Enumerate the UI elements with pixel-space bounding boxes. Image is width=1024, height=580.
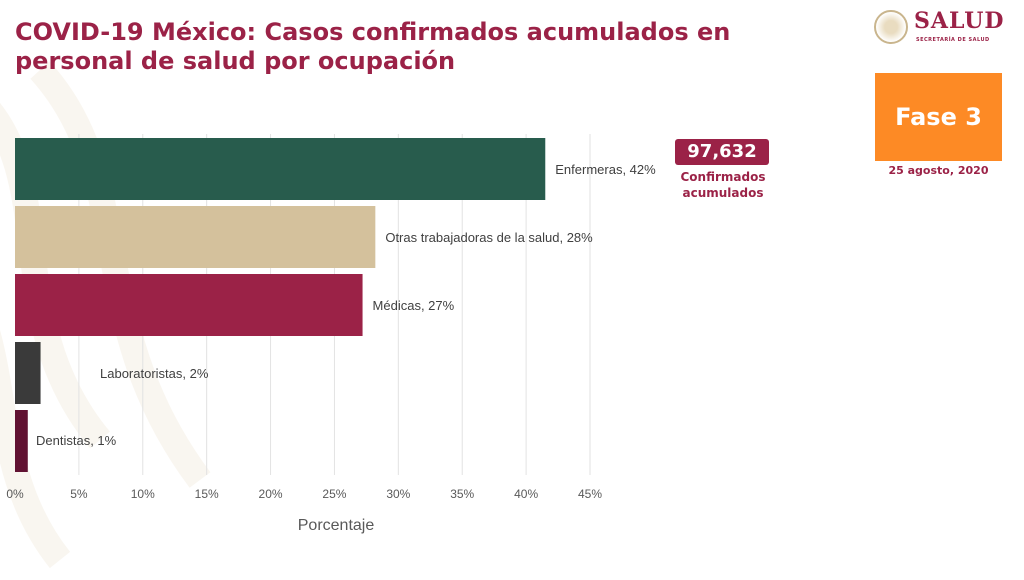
x-tick-label: 0% [6,487,24,501]
data-label: Laboratoristas, 2% [100,366,209,381]
logo-name: SALUD [914,8,1005,34]
report-date: 25 agosto, 2020 [888,164,989,177]
phase-badge: Fase 3 [875,73,1002,161]
bar-dentistas [15,410,28,472]
bar-laboratoristas [15,342,41,404]
x-tick-label: 30% [386,487,410,501]
x-axis-title: Porcentaje [298,517,375,534]
coat-of-arms-icon [874,10,908,44]
x-tick-label: 40% [514,487,538,501]
salud-logo: SALUD SECRETARÍA DE SALUD [874,8,1004,48]
total-confirmed-caption: Confirmados acumulados [680,170,766,200]
x-tick-label: 15% [195,487,219,501]
bar-médicas [15,274,363,336]
data-label: Otras trabajadoras de la salud, 28% [385,230,593,245]
x-tick-label: 25% [322,487,346,501]
bar-otras-trabajadoras-de-la-salud [15,206,376,268]
total-confirmed-value: 97,632 [675,139,769,165]
data-label: Médicas, 27% [373,298,455,313]
bar-enfermeras [15,138,546,200]
data-label: Enfermeras, 42% [555,162,656,177]
x-tick-label: 20% [259,487,283,501]
x-tick-label: 10% [131,487,155,501]
bar-chart: 0% 5% 10% 15% 20% 25% 30% 35% 40% 45% Enfermeras, … [6,134,656,534]
x-tick-label: 35% [450,487,474,501]
x-tick-label: 5% [70,487,88,501]
page-title: COVID-19 México: Casos confirmados acumu… [15,18,731,75]
logo-subtitle: SECRETARÍA DE SALUD [916,37,990,43]
x-tick-label: 45% [578,487,602,501]
data-label: Dentistas, 1% [36,433,117,448]
